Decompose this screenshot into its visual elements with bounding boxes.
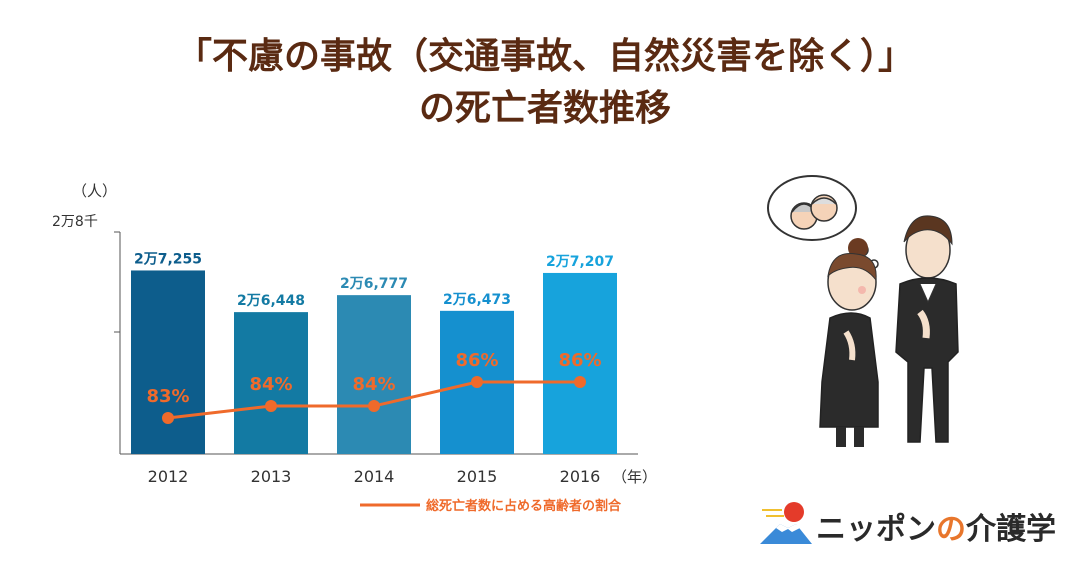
site-logo: ニッポンの介護学 <box>758 498 1078 552</box>
mount-fuji-sun-icon <box>760 502 812 544</box>
woman-figure <box>819 238 879 447</box>
page-title-line2: の死亡者数推移 <box>418 88 671 129</box>
x-tick-label-2013: 2013 <box>251 467 292 486</box>
logo-text-accent: の <box>936 512 966 547</box>
bar-2013 <box>234 312 308 454</box>
line-point-2012 <box>162 412 174 424</box>
chart-legend: 総死亡者数に占める高齢者の割合 <box>360 498 622 514</box>
bar-2012 <box>131 270 205 454</box>
chart-axes: （人） 2万8千 （年） <box>52 182 657 486</box>
line-value-label-2012: 83% <box>146 386 189 407</box>
line-value-label-2014: 84% <box>352 374 395 395</box>
line-value-label-2015: 86% <box>455 350 498 371</box>
line-point-2013 <box>265 400 277 412</box>
x-unit-label: （年） <box>612 468 657 486</box>
line-value-label-2013: 84% <box>249 374 292 395</box>
logo-text-prefix: ニッポン <box>816 512 936 547</box>
line-point-2016 <box>574 376 586 388</box>
page-title-line1: 「不慮の事故（交通事故、自然災害を除く）」 <box>175 36 914 77</box>
line-value-label-2016: 86% <box>558 350 601 371</box>
bar-value-label-2014: 2万6,777 <box>340 276 408 292</box>
y-unit-label: （人） <box>72 182 117 200</box>
man-figure <box>895 215 959 443</box>
legend-label: 総死亡者数に占める高齢者の割合 <box>426 498 622 514</box>
x-tick-label-2014: 2014 <box>354 467 395 486</box>
bar-value-label-2012: 2万7,255 <box>134 251 202 267</box>
line-point-2015 <box>471 376 483 388</box>
y-tick-label: 2万8千 <box>52 214 98 230</box>
logo-text: ニッポンの介護学 <box>816 504 1056 548</box>
mourning-couple-illustration <box>767 175 959 447</box>
line-point-2014 <box>368 400 380 412</box>
logo-text-suffix: 介護学 <box>966 512 1056 547</box>
bar-2016 <box>543 272 617 454</box>
x-tick-label-2016: 2016 <box>560 467 601 486</box>
bar-value-label-2016: 2万7,207 <box>546 254 614 270</box>
bar-value-label-2015: 2万6,473 <box>443 292 511 308</box>
bar-line-chart: （人） 2万8千 （年） 2万7,255 2万6,448 2万6,777 2万6,47… <box>52 182 657 514</box>
bar-value-label-2013: 2万6,448 <box>237 293 305 309</box>
x-tick-label-2012: 2012 <box>148 467 189 486</box>
x-tick-label-2015: 2015 <box>457 467 498 486</box>
bar-2014 <box>337 295 411 454</box>
